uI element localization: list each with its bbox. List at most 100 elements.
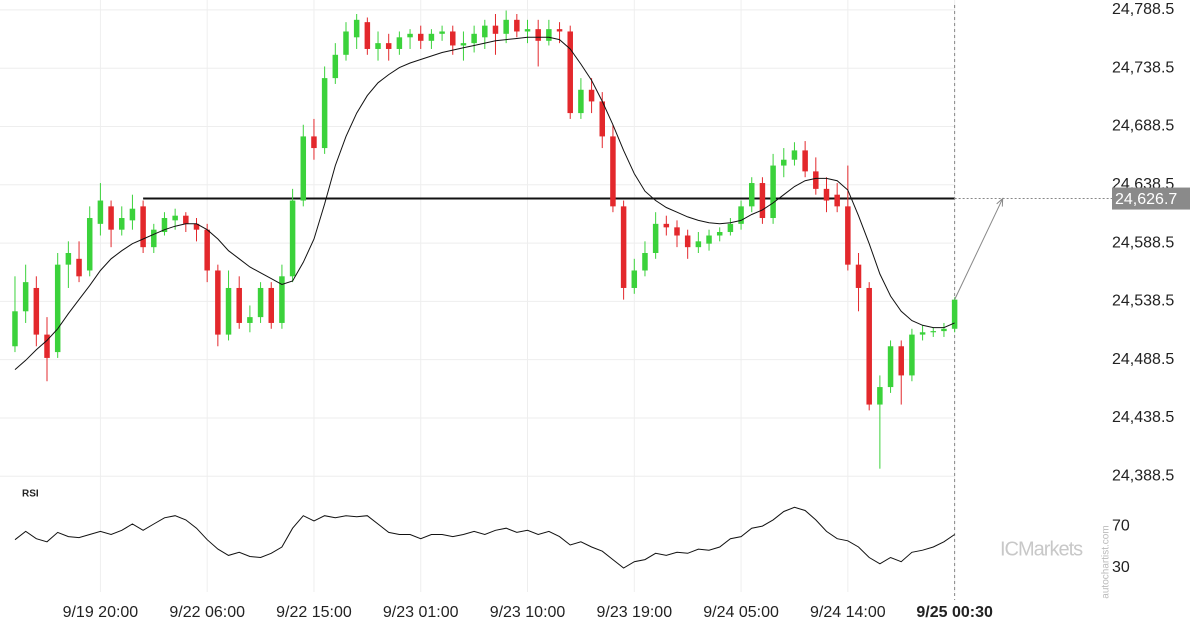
candle-body [204,229,210,271]
candle-body [257,287,264,318]
candle-body [642,252,648,271]
x-tick-label: 9/23 01:00 [383,604,459,621]
price-tag [1112,187,1190,210]
x-tick-label: 9/19 20:00 [63,604,139,621]
candle-body [193,223,200,230]
candle-body [930,331,937,333]
candle-body [247,317,253,323]
candle-body [919,332,926,335]
candle-body [439,31,445,34]
candle-body [535,29,541,41]
candle-body [610,136,616,207]
y-tick-label: 24,588.5 [1112,234,1174,251]
candle-body [695,241,702,248]
candle-body [65,252,72,265]
candle-body [887,346,894,388]
y2-tick-label: 70 [1112,517,1130,534]
x-tick-label: 9/22 15:00 [276,604,352,621]
candle-body [33,287,40,335]
y-tick-label: 24,388.5 [1112,467,1174,484]
candle-body [748,183,755,207]
y-tick-label: 24,738.5 [1112,59,1174,76]
candle-body [802,150,808,172]
candle-body [332,54,339,79]
candle-body [119,218,125,230]
candle-body [407,33,413,38]
candle-body [631,270,638,288]
candle-body [556,29,563,32]
candle-body [866,287,872,405]
x-tick-label: 9/24 14:00 [810,604,886,621]
candle-body [108,206,114,230]
candle-body [12,311,18,347]
candle-body [44,334,50,358]
x-tick-label: 9/22 06:00 [169,604,245,621]
candle-body [855,264,862,288]
candle-body [759,183,766,219]
candle-body [706,235,712,244]
price-tag-label: 24,626.7 [1115,191,1177,208]
y-tick-label: 24,788.5 [1112,1,1174,18]
candle-body [215,270,221,335]
candle-body [428,33,435,41]
candle-body [909,334,915,376]
x-tick-label: 9/25 00:30 [916,604,993,621]
candle-body [791,150,798,160]
y-tick-label: 24,438.5 [1112,409,1174,426]
candle-body [492,25,499,34]
candle-body [183,215,189,224]
candle-body [311,136,317,149]
candle-body [652,223,659,253]
candle-body [236,287,242,323]
candle-body [898,346,904,376]
candle-body [941,328,947,332]
x-tick-label: 9/23 10:00 [490,604,566,621]
candle-body [684,235,691,248]
candle-body [172,215,178,221]
candle-body [727,223,734,233]
candle-body [834,194,840,207]
candle-body [289,200,296,277]
candle-body [86,218,93,271]
candle-body [279,276,285,323]
brand: ICMarkets [1000,538,1083,560]
candle-body [770,165,776,219]
candle-body [375,43,381,49]
candle-body [385,43,392,49]
candle-body [674,227,680,236]
candle-body [716,232,723,236]
candle-body [161,218,168,233]
candle-body [813,171,819,189]
candle-body [578,89,584,114]
arrow-head [996,197,1004,207]
rsi-line [14,506,955,569]
candle-body [514,19,520,32]
candle-body [364,22,371,49]
projection-arrow [954,198,1004,300]
candle-body [22,282,29,312]
candle-body [823,188,830,201]
candle-body [417,33,424,41]
candle-body [321,78,328,149]
candle-body [460,43,467,46]
x-tick-label: 9/24 05:00 [703,604,779,621]
candle-body [546,29,552,41]
candle-body [343,31,349,55]
candle-body [129,208,136,221]
candle-body [503,19,509,34]
candle-body [450,31,456,46]
y2-tick-label: 30 [1112,559,1130,576]
moving-average [14,36,955,370]
candle-body [951,299,958,329]
y-tick-label: 24,688.5 [1112,118,1174,135]
candle-body [567,31,573,114]
candle-body [781,159,787,166]
candle-body [471,33,477,44]
candle-body [588,89,595,102]
candle-body [97,200,104,224]
candle-body [54,264,61,353]
y-tick-label: 24,488.5 [1112,351,1174,368]
x-tick-label: 9/23 19:00 [596,604,672,621]
